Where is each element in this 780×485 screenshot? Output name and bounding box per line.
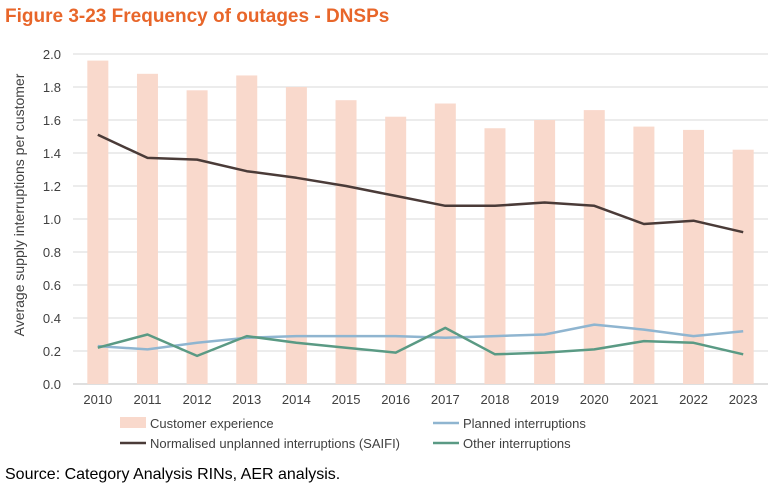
bar xyxy=(484,128,506,384)
bar xyxy=(87,60,109,384)
bar xyxy=(186,90,208,385)
bar xyxy=(385,116,407,384)
x-tick-label: 2020 xyxy=(580,392,609,407)
legend-label: Planned interruptions xyxy=(463,416,586,431)
series-line-other-interruptions xyxy=(97,326,744,358)
x-tick-label: 2014 xyxy=(282,392,311,407)
y-tick-label: 0.4 xyxy=(43,311,61,326)
chart: 0.00.20.40.60.81.01.21.41.61.82.0 2010 20… xyxy=(11,47,768,451)
series-line-normalised-unplanned-interruptions-saifi xyxy=(97,133,744,234)
y-tick-labels: 0.0 0.2 0.4 0.6 0.8 1.0 1.2 1.4 1.6 1.8 2.0 xyxy=(43,47,61,392)
line-series xyxy=(97,133,744,358)
x-tick-label: 2021 xyxy=(629,392,658,407)
y-tick-label: 1.8 xyxy=(43,80,61,95)
bar-series xyxy=(87,60,754,385)
y-tick-label: 0.2 xyxy=(43,344,61,359)
legend-label: Normalised unplanned interruptions (SAIF… xyxy=(150,436,400,451)
y-tick-label: 0.0 xyxy=(43,377,61,392)
y-tick-label: 1.4 xyxy=(43,146,61,161)
y-tick-label: 0.6 xyxy=(43,278,61,293)
x-tick-label: 2017 xyxy=(431,392,460,407)
x-tick-label: 2013 xyxy=(232,392,261,407)
bar xyxy=(236,75,258,384)
legend: Customer experience Planned interruptions… xyxy=(120,416,586,451)
legend-swatch xyxy=(120,417,146,428)
x-tick-label: 2023 xyxy=(729,392,758,407)
x-tick-label: 2018 xyxy=(481,392,510,407)
bar xyxy=(583,110,605,384)
y-tick-label: 1.6 xyxy=(43,113,61,128)
x-tick-label: 2019 xyxy=(530,392,559,407)
x-tick-label: 2011 xyxy=(133,392,161,407)
y-tick-label: 1.2 xyxy=(43,179,61,194)
legend-label: Customer experience xyxy=(150,416,274,431)
y-axis-label: Average supply interruptions per custome… xyxy=(11,73,27,336)
x-tick-label: 2016 xyxy=(381,392,410,407)
legend-item: Planned interruptions xyxy=(433,416,586,431)
bar xyxy=(434,103,456,384)
x-tick-label: 2010 xyxy=(83,392,112,407)
x-tick-labels: 2010 2011 2012 2013 2014 2015 2016 2017 2018 2019… xyxy=(83,392,757,407)
bar xyxy=(285,87,307,384)
legend-item: Other interruptions xyxy=(433,436,571,451)
x-tick-label: 2022 xyxy=(679,392,708,407)
chart-title: Figure 3-23 Frequency of outages - DNSPs xyxy=(5,6,390,27)
bar xyxy=(136,73,158,385)
series-line-planned-interruptions xyxy=(97,323,744,351)
bar xyxy=(732,149,754,384)
bar xyxy=(335,100,357,384)
x-tick-label: 2015 xyxy=(332,392,361,407)
x-tick-label: 2012 xyxy=(183,392,212,407)
y-tick-label: 0.8 xyxy=(43,245,61,260)
legend-item: Normalised unplanned interruptions (SAIF… xyxy=(120,436,400,451)
legend-item: Customer experience xyxy=(120,416,274,431)
bar xyxy=(534,120,556,384)
y-tick-label: 1.0 xyxy=(43,212,61,227)
gridlines xyxy=(73,53,768,385)
bar xyxy=(633,126,655,384)
legend-label: Other interruptions xyxy=(463,436,571,451)
source-note: Source: Category Analysis RINs, AER anal… xyxy=(5,466,341,483)
y-tick-label: 2.0 xyxy=(43,47,61,62)
bar xyxy=(683,129,705,384)
